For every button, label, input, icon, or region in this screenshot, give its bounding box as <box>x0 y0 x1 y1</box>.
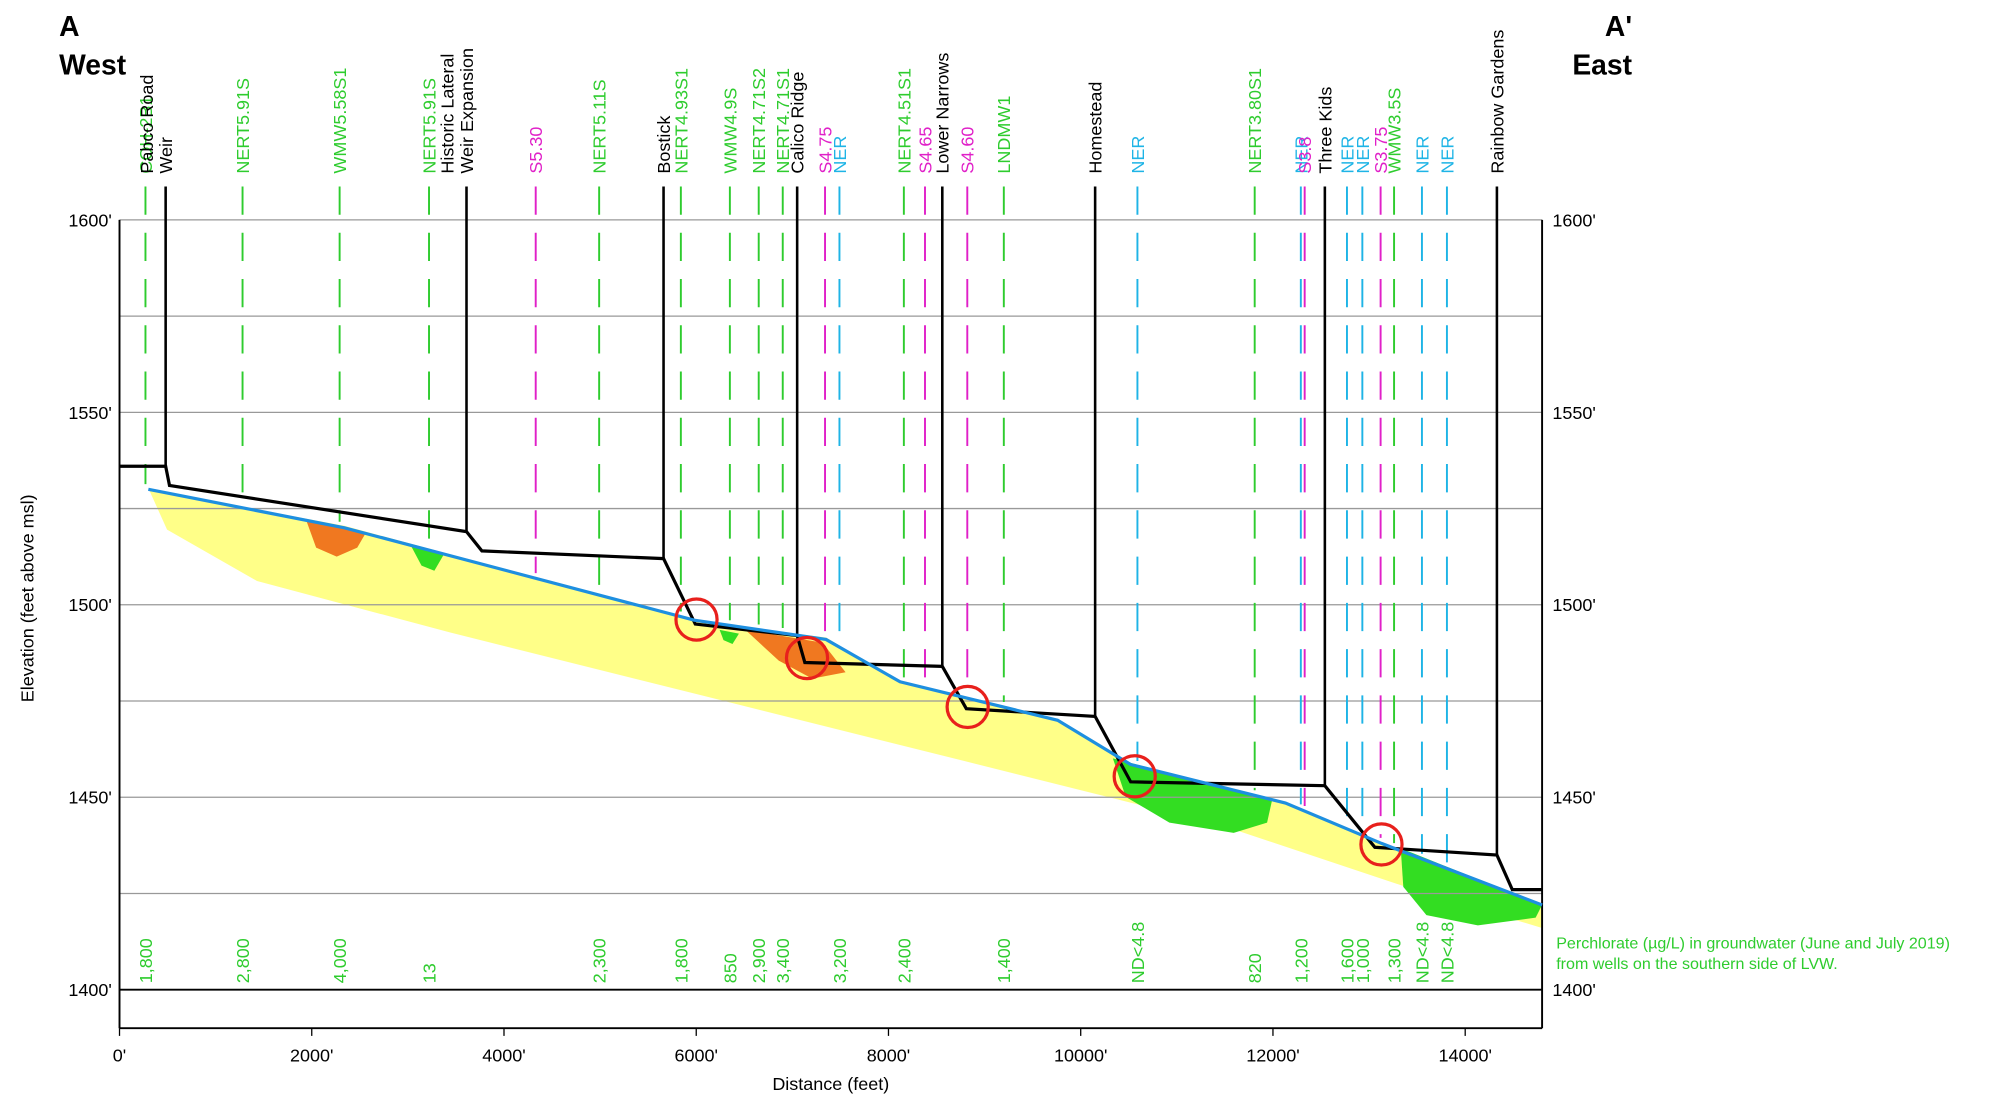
corner-label: A' <box>1605 10 1632 42</box>
well-label: LNDMW1 <box>994 96 1014 174</box>
perchlorate-label: 1,800 <box>136 938 156 983</box>
chart: 1400' 1400' 1450' 1450' 1500' 1500' 1550' 1550'… <box>0 0 2015 1099</box>
y-tick-label: 1450' <box>68 788 111 808</box>
well-label: NERT5.11S <box>590 79 610 173</box>
well-label: WMW3.5S <box>1384 88 1404 174</box>
perchlorate-label: 13 <box>419 963 439 983</box>
landmark-label: Rainbow Gardens <box>1487 30 1507 174</box>
y-tick-label-right: 1400' <box>1552 980 1595 1000</box>
y-tick-label: 1400' <box>68 980 111 1000</box>
well-label: S4.60 <box>958 127 978 174</box>
x-axis-label: Distance (feet) <box>772 1074 889 1094</box>
well-label: NERT4.51S1 <box>894 68 914 174</box>
well-label: NERT4.93S1 <box>671 68 691 174</box>
perchlorate-label: ND<4.8 <box>1437 922 1457 983</box>
corner-label: West <box>59 49 127 81</box>
plume-yellow <box>149 490 1542 928</box>
well-label: NERT3.80S1 <box>1245 68 1265 174</box>
x-tick-label: 4000' <box>482 1046 525 1066</box>
perchlorate-label: 820 <box>1245 953 1265 983</box>
perchlorate-label: ND<4.8 <box>1128 922 1148 983</box>
landmark-label: Calico Ridge <box>788 72 808 174</box>
landmark-label: Pabco Road <box>137 75 157 174</box>
perchlorate-label: 1,800 <box>671 938 691 983</box>
landmark-label: Historic Lateral <box>438 54 458 174</box>
well-label: NER <box>1128 136 1148 174</box>
y-tick-label-right: 1600' <box>1552 210 1595 230</box>
note: Perchlorate (µg/L) in groundwater (June … <box>1556 935 1950 953</box>
perchlorate-label: 4,000 <box>330 938 350 983</box>
perchlorate-label: 850 <box>720 953 740 983</box>
well-label: WMW5.58S1 <box>330 68 350 174</box>
well-label: NER <box>1412 136 1432 174</box>
well-label: S3.8 <box>1295 137 1315 174</box>
landmark-label: Three Kids <box>1315 87 1335 174</box>
plumes <box>149 490 1542 928</box>
page: {"chart_data":{"type":"cross-section", "… <box>0 0 2015 1099</box>
well-label: NER <box>830 136 850 174</box>
well-label: NER <box>1353 136 1373 174</box>
perchlorate-label: 2,300 <box>590 938 610 983</box>
x-tick-label: 0' <box>113 1046 126 1066</box>
x-tick-label: 8000' <box>867 1046 910 1066</box>
note: from wells on the southern side of LVW. <box>1556 955 1838 973</box>
corner-label: East <box>1572 49 1632 81</box>
perchlorate-label: 2,400 <box>894 938 914 983</box>
y-axis-label: Elevation (feet above msl) <box>17 494 37 702</box>
well-label: NERT5.91S <box>419 78 439 174</box>
y-tick-label: 1600' <box>68 210 111 230</box>
well-label: S5.30 <box>526 127 546 174</box>
y-tick-label: 1500' <box>68 595 111 615</box>
x-tick-label: 10000' <box>1054 1046 1107 1066</box>
y-tick-label-right: 1500' <box>1552 595 1595 615</box>
perchlorate-label: 3,400 <box>773 938 793 983</box>
perchlorate-label: 1,300 <box>1384 938 1404 983</box>
perchlorate-label: 1,200 <box>1291 938 1311 983</box>
well-label: NERT5.91S <box>233 78 253 174</box>
perchlorate-label: 1,400 <box>994 938 1014 983</box>
well-label: NER <box>1437 136 1457 174</box>
landmark-label: Weir <box>156 137 176 174</box>
landmark-label: Lower Narrows <box>933 53 953 174</box>
landmark-label: Bostick <box>654 115 674 174</box>
y-tick-label-right: 1550' <box>1552 403 1595 423</box>
perchlorate-label: 2,900 <box>749 938 769 983</box>
y-tick-label-right: 1450' <box>1552 788 1595 808</box>
x-tick-label: 2000' <box>290 1046 333 1066</box>
well-label: WMW4.9S <box>720 88 740 174</box>
perchlorate-label: ND<4.8 <box>1412 922 1432 983</box>
perchlorate-label: 1,000 <box>1353 938 1373 983</box>
landmark-label: Weir Expansion <box>457 48 477 174</box>
x-tick-label: 14000' <box>1438 1046 1491 1066</box>
x-tick-label: 6000' <box>675 1046 718 1066</box>
x-tick-label: 12000' <box>1246 1046 1299 1066</box>
y-tick-label: 1550' <box>68 403 111 423</box>
landmark-label: Homestead <box>1086 82 1106 174</box>
corner-label: A <box>59 10 79 42</box>
perchlorate-label: 3,200 <box>830 938 850 983</box>
perchlorate-label: 2,800 <box>233 938 253 983</box>
well-label: NERT4.71S2 <box>749 68 769 174</box>
